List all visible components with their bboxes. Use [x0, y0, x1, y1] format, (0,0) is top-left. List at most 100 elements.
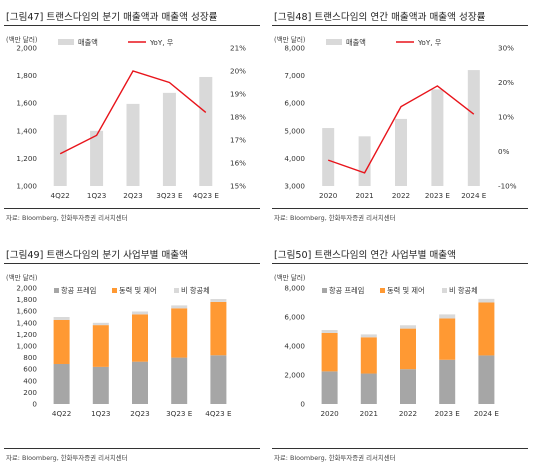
chart-panel-annual-segment-revenue: [그림50] 트랜스다임의 연간 사업부별 매출액 (백만 달러) 0 2,000… [270, 244, 532, 470]
bar [322, 128, 335, 186]
unit-label: (백만 달러) [6, 274, 38, 282]
bar [90, 130, 104, 186]
source-note: 자료: Bloomberg, 한화투자증권 리서치센터 [274, 454, 396, 462]
x-tick-label: 2023 E [435, 409, 461, 418]
stacked-bar-segment [321, 332, 338, 372]
y2-tick-label: 18% [230, 113, 246, 122]
stacked-bar-segment [478, 302, 495, 356]
y2-tick-label: 19% [230, 90, 246, 99]
y2-tick-label: 15% [230, 182, 246, 191]
source-divider [4, 448, 260, 449]
x-tick-label: 2021 [360, 409, 378, 418]
legend-label: 비 항공체 [181, 286, 210, 295]
chart-title: [그림48] 트랜스다임의 연간 매출액과 매출액 성장률 [274, 12, 486, 23]
legend-label: YoY, 우 [149, 38, 174, 47]
bar [431, 89, 444, 186]
stacked-bar-segment [210, 355, 227, 404]
stacked-bar-segment [360, 337, 377, 374]
source-note: 자료: Bloomberg, 한화투자증권 리서치센터 [6, 214, 128, 222]
chart-canvas: 0 2,000 4,000 6,000 8,000 2020 2021 2022 2023 E 2… [284, 284, 499, 419]
x-tick-label: 2021 [355, 191, 373, 200]
x-tick-label: 3Q23 E [166, 409, 193, 418]
bar [162, 92, 176, 186]
legend-label: 매출액 [346, 38, 366, 47]
title-divider [272, 25, 528, 26]
yoy-line [59, 70, 207, 155]
x-tick-label: 1Q23 [91, 409, 110, 418]
chart-canvas: 1,000 1,200 1,400 1,600 1,800 2,000 15% 16% 17% 1… [16, 38, 246, 200]
x-tick-label: 1Q23 [87, 191, 106, 200]
bar [199, 76, 213, 186]
y2-tick-label: 10% [498, 113, 514, 122]
stacked-bar-segment [53, 363, 70, 404]
title-divider [4, 263, 260, 264]
x-tick-label: 2020 [320, 409, 339, 418]
y-tick-label: 8,000 [284, 44, 305, 53]
bar [358, 136, 371, 186]
bar [395, 118, 407, 186]
y-tick-label: 1,800 [16, 295, 37, 304]
x-tick-label: 3Q23 E [156, 191, 183, 200]
chart-title: [그림47] 트랜스다임의 분기 매출액과 매출액 성장률 [6, 12, 218, 23]
unit-label: (백만 달러) [6, 36, 38, 44]
chart-title: [그림49] 트랜스다임의 분기 사업부별 매출액 [6, 250, 188, 261]
legend-swatch [322, 288, 327, 293]
legend-swatch-bar [326, 39, 342, 45]
x-tick-label: 2022 [399, 409, 417, 418]
y-tick-label: 7,000 [284, 71, 305, 80]
stacked-bar-segment [439, 359, 456, 404]
legend-swatch [54, 288, 59, 293]
stacked-bar-segment [400, 369, 416, 404]
y-tick-label: 2,000 [16, 44, 37, 53]
y-tick-label: 1,800 [16, 71, 37, 80]
legend-label: 매출액 [78, 38, 98, 47]
y2-tick-label: 20% [498, 78, 514, 87]
chart-canvas: 0 200 400 600 800 1,000 1,200 1,400 1,600 1,800 2,… [16, 284, 232, 419]
stacked-bar-segment [132, 314, 148, 362]
chart-title: [그림50] 트랜스다임의 연간 사업부별 매출액 [274, 250, 456, 261]
y-tick-label: 1,400 [16, 126, 37, 135]
legend-label: YoY, 우 [417, 38, 442, 47]
chart-canvas: 3,000 4,000 5,000 6,000 7,000 8,000 -10% 0% 10% 2… [284, 38, 516, 200]
x-tick-label: 2022 [392, 191, 410, 200]
bar [53, 114, 67, 186]
source-divider [4, 208, 260, 209]
x-tick-label: 2020 [319, 191, 338, 200]
y-tick-label: 6,000 [284, 99, 305, 108]
legend-swatch [380, 288, 385, 293]
bar [467, 70, 480, 186]
y-tick-label: 4,000 [284, 154, 305, 163]
stacked-bar-segment [321, 371, 338, 404]
legend-label: 항공 프레임 [329, 286, 364, 295]
y-tick-label: 6,000 [284, 313, 305, 322]
stacked-bar-segment [53, 317, 70, 320]
y2-tick-label: 16% [230, 159, 246, 168]
stacked-bar-segment [53, 319, 70, 364]
source-note: 자료: Bloomberg, 한화투자증권 리서치센터 [6, 454, 128, 462]
stacked-bar-segment [171, 305, 188, 309]
chart-panel-quarterly-revenue-growth: [그림47] 트랜스다임의 분기 매출액과 매출액 성장률 (백만 달러) 1,… [2, 6, 264, 232]
legend-label: 동력 및 제어 [387, 286, 425, 295]
y-tick-label: 0 [300, 400, 305, 409]
y-tick-label: 600 [23, 365, 37, 374]
stacked-bar-segment [210, 301, 227, 356]
y-tick-label: 1,200 [16, 330, 37, 339]
stacked-bar-segment [360, 334, 377, 338]
source-note: 자료: Bloomberg, 한화투자증권 리서치센터 [274, 214, 396, 222]
y-tick-label: 1,000 [16, 342, 37, 351]
bar [126, 103, 140, 186]
x-tick-label: 4Q23 E [205, 409, 232, 418]
stacked-bar-segment [478, 355, 495, 404]
stacked-bar-segment [171, 308, 188, 358]
title-divider [272, 263, 528, 264]
unit-label: (백만 달러) [274, 274, 306, 282]
title-divider [4, 25, 260, 26]
x-tick-label: 4Q22 [51, 191, 70, 200]
unit-label: (백만 달러) [274, 36, 306, 44]
x-tick-label: 4Q22 [52, 409, 71, 418]
legend-swatch [174, 288, 179, 293]
y-tick-label: 8,000 [284, 284, 305, 293]
stacked-bar-segment [132, 361, 148, 404]
x-tick-label: 2Q23 [123, 191, 142, 200]
legend-label: 항공 프레임 [61, 286, 96, 295]
